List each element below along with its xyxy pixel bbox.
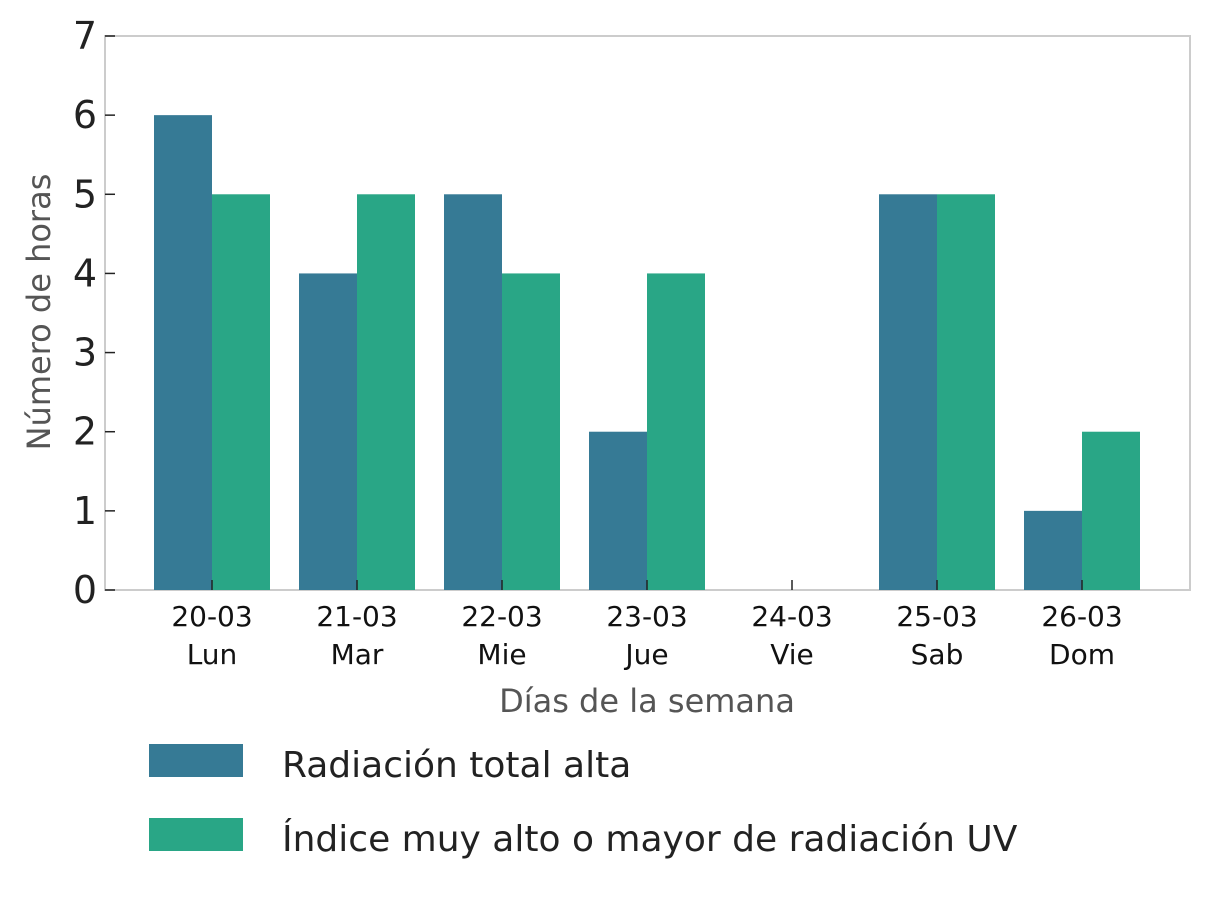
bar-indice-uv-6: [1082, 431, 1140, 590]
bar-indice-uv-1: [357, 194, 415, 591]
legend-label-0: Radiación total alta: [282, 745, 631, 786]
x-tick-label-day-3: Jue: [623, 638, 668, 671]
x-tick-label-date-5: 25-03: [896, 600, 977, 633]
bar-radiacion-total-5: [879, 194, 937, 591]
x-tick-label-day-1: Mar: [331, 638, 384, 671]
x-tick-label-day-0: Lun: [187, 638, 238, 671]
bar-radiacion-total-6: [1024, 510, 1082, 590]
bar-indice-uv-0: [212, 194, 270, 591]
x-tick-label-day-6: Dom: [1049, 638, 1115, 671]
bar-radiacion-total-0: [154, 115, 212, 591]
bars-group: [154, 115, 1140, 591]
legend-swatch-0: [149, 744, 243, 777]
y-tick-label-0: 0: [73, 568, 97, 612]
bar-radiacion-total-3: [589, 431, 647, 590]
bar-indice-uv-5: [937, 194, 995, 591]
y-tick-label-1: 1: [73, 489, 97, 533]
x-axis-label: Días de la semana: [499, 682, 795, 720]
y-axis-ticks: 0 1 2 3 4 5 6 7: [73, 14, 115, 612]
x-tick-label-date-3: 23-03: [606, 600, 687, 633]
x-axis-ticks: 20-03 Lun 21-03 Mar 22-03 Mie 23-03 Jue 24-03 Vie…: [171, 580, 1123, 671]
bar-radiacion-total-2: [444, 194, 502, 591]
y-tick-label-7: 7: [73, 14, 97, 58]
x-tick-label-date-4: 24-03: [751, 600, 832, 633]
legend-label-1: Índice muy alto o mayor de radiación UV: [282, 818, 1018, 860]
y-tick-label-4: 4: [73, 251, 97, 295]
x-tick-label-day-4: Vie: [770, 638, 814, 671]
y-tick-label-6: 6: [73, 93, 97, 137]
bar-indice-uv-3: [647, 273, 705, 590]
x-tick-label-date-0: 20-03: [171, 600, 252, 633]
x-tick-label-date-2: 22-03: [461, 600, 542, 633]
legend: Radiación total alta Índice muy alto o ma…: [149, 744, 1018, 860]
x-tick-label-day-2: Mie: [477, 638, 526, 671]
x-tick-label-date-6: 26-03: [1041, 600, 1122, 633]
bar-radiacion-total-1: [299, 273, 357, 590]
y-tick-label-2: 2: [73, 410, 97, 454]
y-tick-label-5: 5: [73, 172, 97, 216]
y-axis-label: Número de horas: [20, 174, 58, 451]
x-tick-label-date-1: 21-03: [316, 600, 397, 633]
legend-swatch-1: [149, 818, 243, 851]
x-tick-label-day-5: Sab: [911, 638, 964, 671]
bar-indice-uv-2: [502, 273, 560, 590]
y-tick-label-3: 3: [73, 331, 97, 375]
